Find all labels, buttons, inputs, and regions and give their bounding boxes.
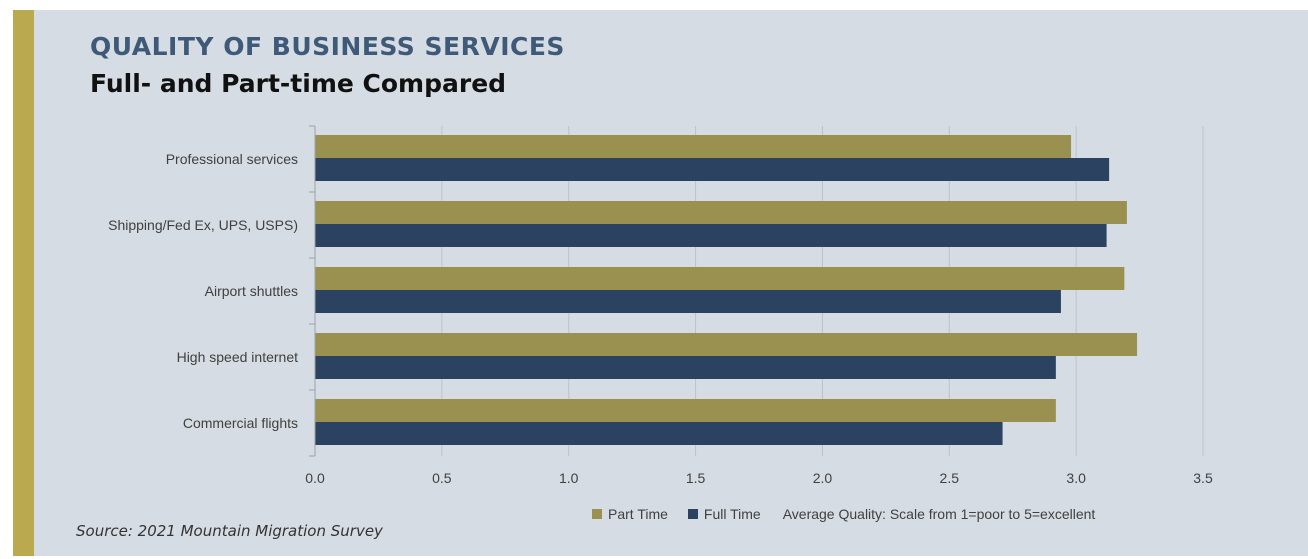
category-label: Airport shuttles — [205, 283, 298, 299]
category-label: Commercial flights — [183, 415, 298, 431]
chart-legend: Part Time Full Time Average Quality: Sca… — [592, 506, 1095, 522]
bar-part-time — [315, 201, 1127, 224]
category-label: Professional services — [166, 151, 298, 167]
legend-swatch-full-time — [687, 509, 698, 519]
chart-title: QUALITY OF BUSINESS SERVICES — [90, 32, 565, 61]
source-note: Source: 2021 Mountain Migration Survey — [76, 522, 383, 540]
bar-part-time — [315, 333, 1138, 356]
x-tick-label: 1.5 — [686, 470, 706, 486]
accent-bar — [13, 10, 34, 556]
x-tick-label: 1.0 — [559, 470, 579, 486]
x-tick-label: 0.0 — [305, 470, 325, 486]
x-tick-label: 2.0 — [813, 470, 833, 486]
legend-item-full-time: Full Time — [687, 506, 761, 522]
bar-full-time — [315, 356, 1056, 379]
x-tick-label: 3.5 — [1193, 470, 1213, 486]
legend-label-part-time: Part Time — [608, 506, 668, 522]
category-label: Shipping/Fed Ex, UPS, USPS) — [108, 217, 298, 233]
scale-note: Average Quality: Scale from 1=poor to 5=… — [782, 506, 1096, 522]
bar-part-time — [315, 267, 1125, 290]
x-tick-label: 2.5 — [940, 470, 960, 486]
x-tick-label: 3.0 — [1066, 470, 1086, 486]
bar-full-time — [315, 290, 1061, 313]
bar-full-time — [315, 158, 1110, 181]
legend-swatch-part-time — [592, 509, 602, 519]
bar-full-time — [315, 422, 1003, 445]
category-label: High speed internet — [177, 349, 299, 365]
legend-label-full-time: Full Time — [703, 506, 761, 522]
x-tick-label: 0.5 — [432, 470, 452, 486]
bar-full-time — [315, 224, 1107, 247]
chart-subtitle: Full- and Part-time Compared — [90, 69, 507, 98]
bar-part-time — [315, 399, 1056, 422]
bar-part-time — [315, 135, 1072, 158]
legend-item-part-time: Part Time — [592, 506, 668, 522]
